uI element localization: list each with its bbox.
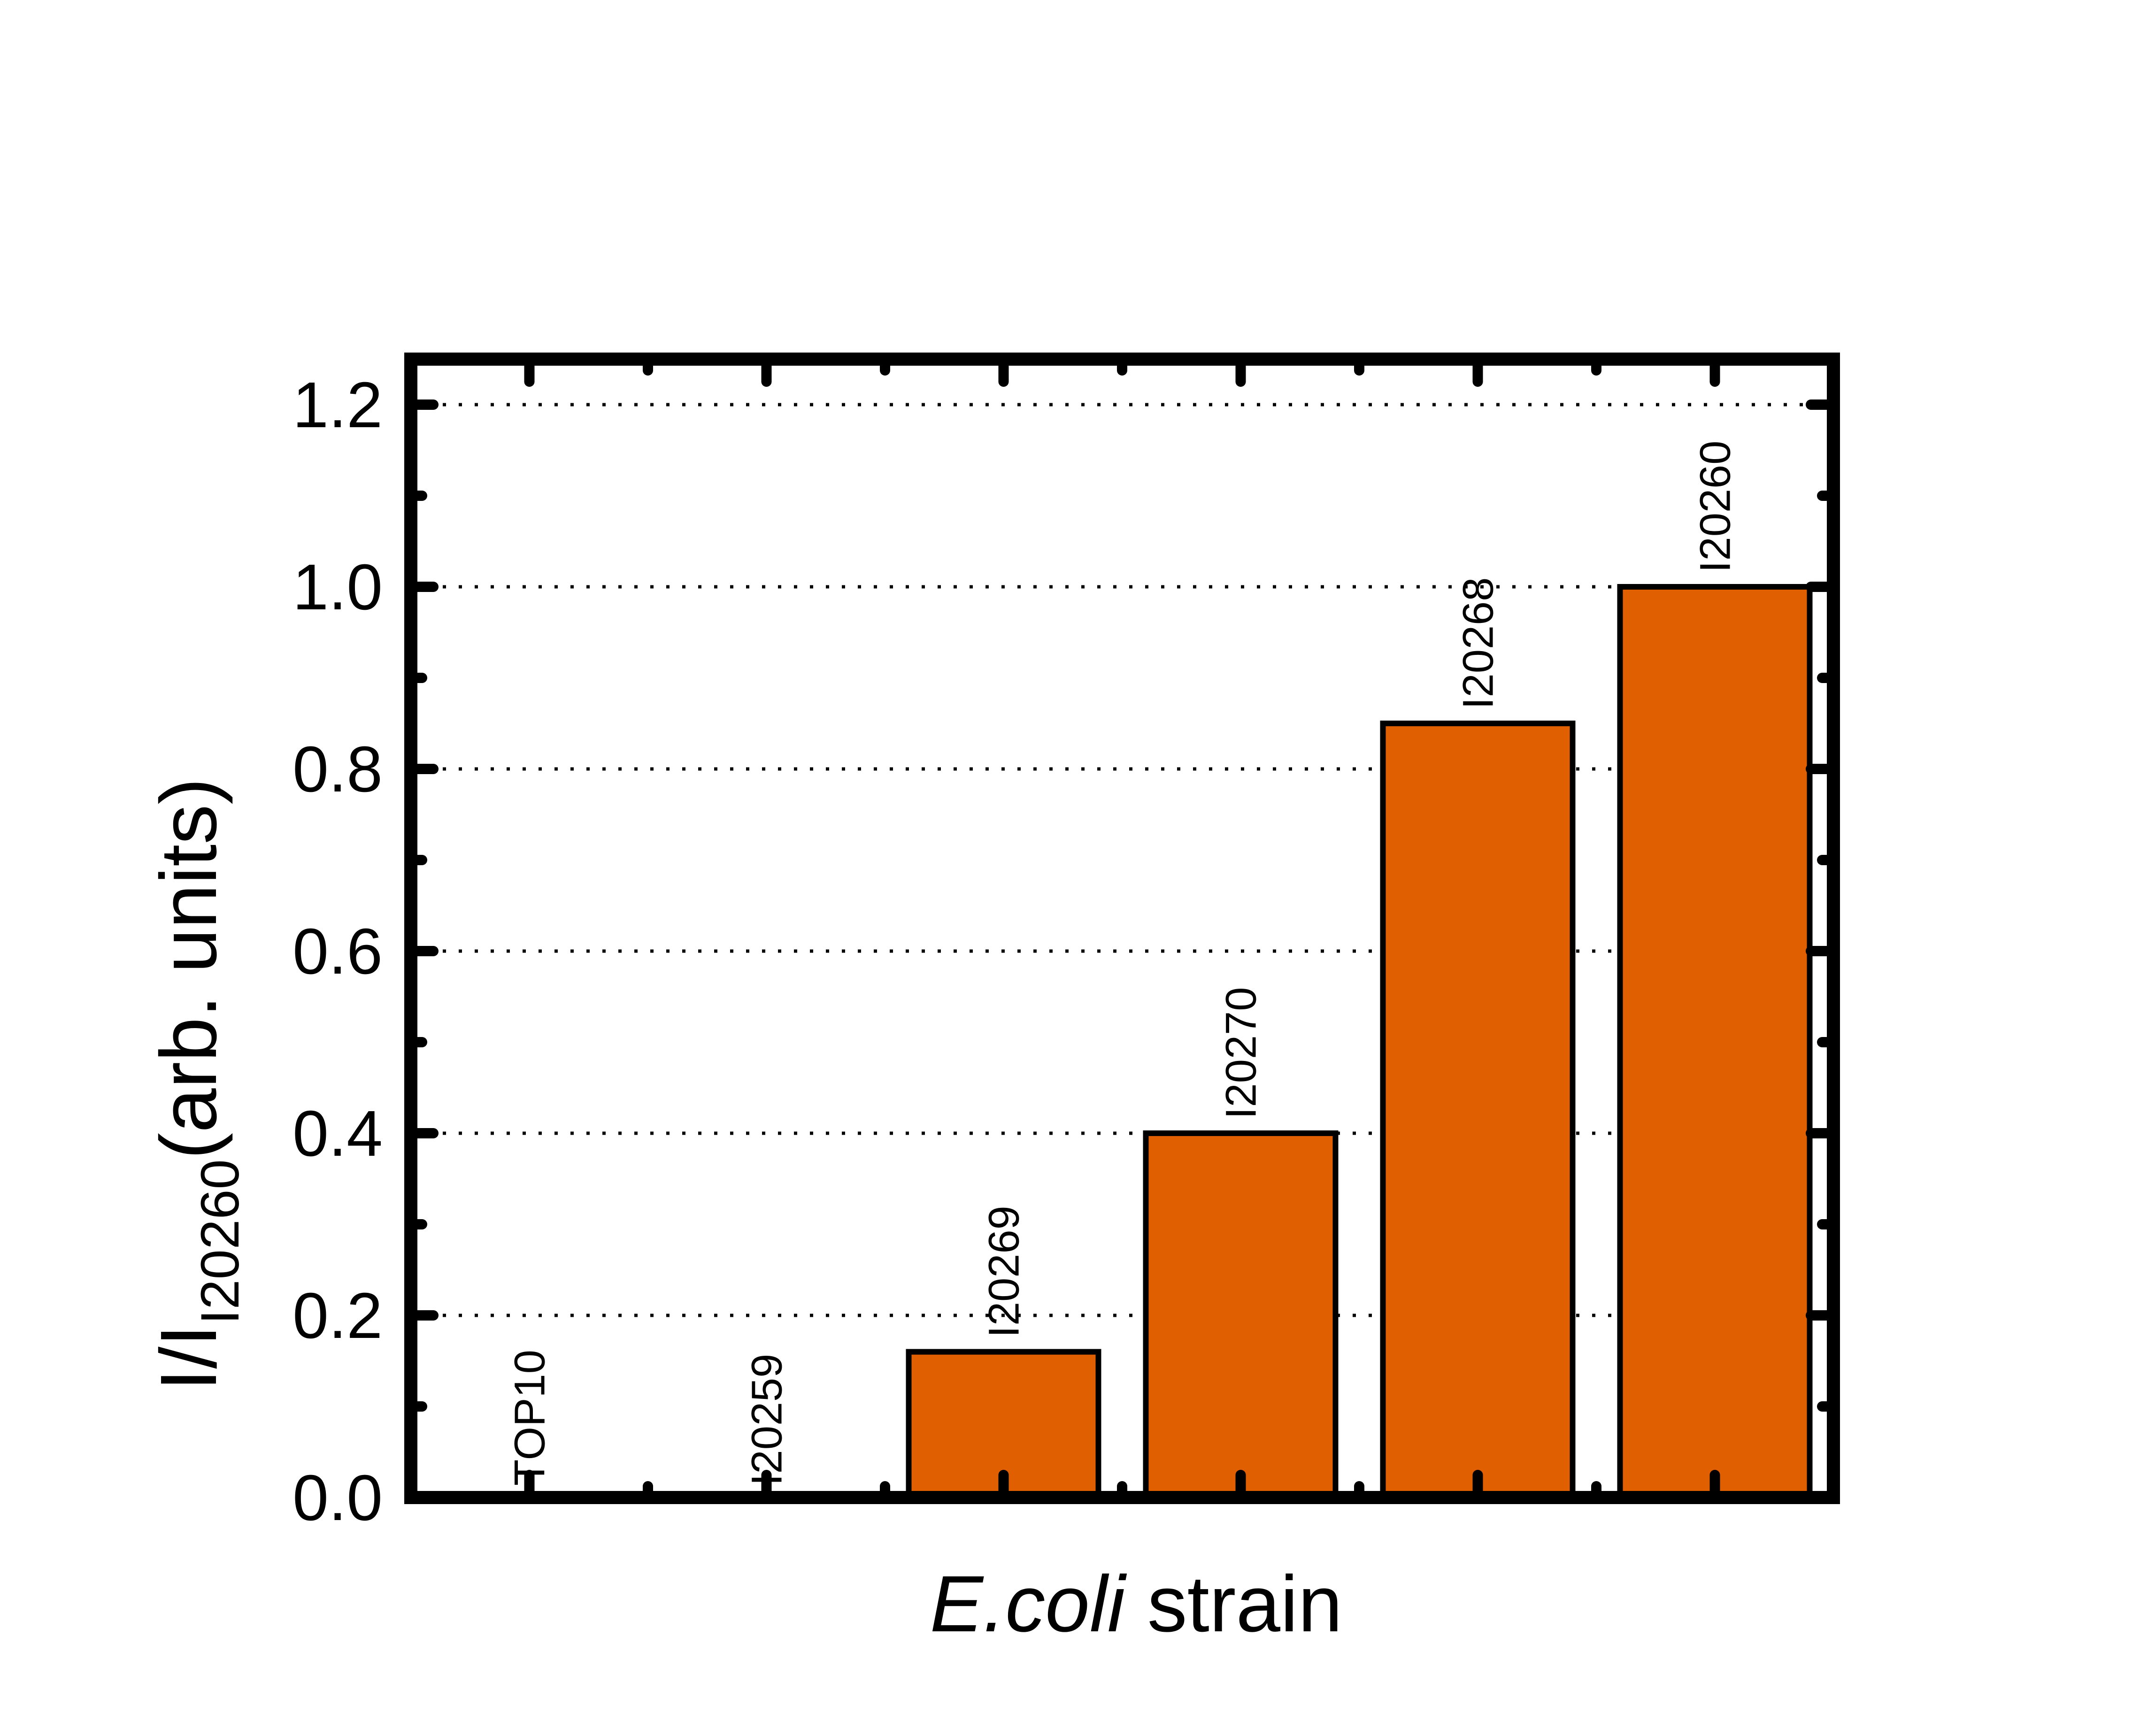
bar-I20270 — [1143, 1130, 1339, 1500]
y-axis-title: I/II20260(arb. units) — [144, 778, 250, 1391]
bar-I20268 — [1380, 721, 1576, 1500]
x-axis-title: E.coli strain — [930, 1559, 1343, 1649]
bar-label: I20268 — [1455, 577, 1502, 709]
y-tick-label: 0.8 — [293, 733, 383, 806]
bar-labels: TOP10 I20259 I20269 I20270 I20268 I20260 — [506, 441, 1740, 1486]
bar-label: I20259 — [743, 1354, 791, 1486]
bar-label: I20269 — [980, 1206, 1028, 1337]
axis-ticks — [406, 354, 1839, 1503]
y-tick-label: 0.4 — [293, 1098, 383, 1170]
y-tick-label: 0.0 — [293, 1462, 383, 1534]
bar-label: I20270 — [1217, 987, 1265, 1119]
y-tick-labels: 0.0 0.2 0.4 0.6 0.8 1.0 1.2 — [293, 369, 383, 1534]
bar-label: TOP10 — [506, 1350, 554, 1486]
bar-I20260 — [1617, 584, 1813, 1500]
y-tick-label: 0.2 — [293, 1280, 383, 1352]
bar-label: I20260 — [1692, 441, 1740, 573]
y-tick-label: 0.6 — [293, 915, 383, 988]
y-tick-label: 1.0 — [293, 551, 383, 623]
bars — [906, 584, 1813, 1501]
y-tick-label: 1.2 — [293, 369, 383, 441]
